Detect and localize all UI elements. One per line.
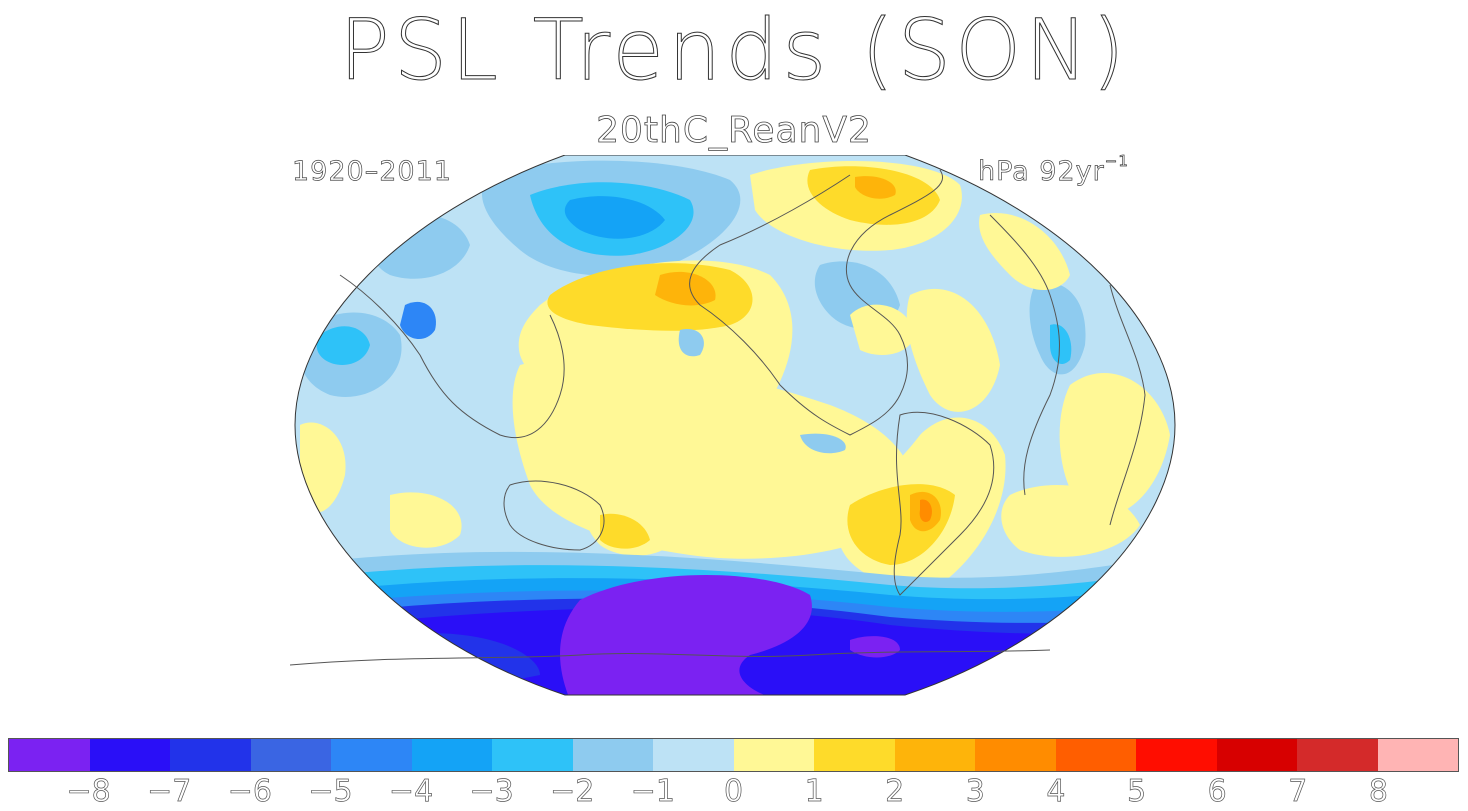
colorbar-tick-label: 5: [1127, 774, 1147, 809]
colorbar: [8, 738, 1459, 772]
map-outline: [294, 155, 1176, 696]
colorbar-segment: [814, 739, 895, 771]
colorbar-segment: [89, 739, 170, 771]
colorbar-tick-label: −8: [66, 774, 111, 809]
colorbar-segment: [331, 739, 412, 771]
units-base: hPa 92yr: [978, 156, 1105, 188]
colorbar-segment: [411, 739, 492, 771]
colorbar-segment: [733, 739, 814, 771]
colorbar-tick-label: −3: [469, 774, 514, 809]
colorbar-tick-label: 0: [723, 774, 744, 809]
colorbar-segment: [572, 739, 653, 771]
dataset-subtitle: 20thC_ReanV2: [596, 110, 872, 152]
trend-field: [295, 155, 1175, 695]
colorbar-tick-label: 8: [1368, 774, 1388, 809]
colorbar-segment: [492, 739, 573, 771]
colorbar-segment: [1297, 739, 1378, 771]
colorbar-segment: [1055, 739, 1136, 771]
colorbar-tick-label: 2: [885, 774, 905, 809]
colorbar-tick-label: 7: [1288, 774, 1308, 809]
colorbar-segment: [1136, 739, 1217, 771]
colorbar-tick-label: 6: [1207, 774, 1227, 809]
colorbar-tick-label: 3: [965, 774, 985, 809]
map-title: PSL Trends (SON): [339, 1, 1129, 99]
colorbar-segment: [653, 739, 734, 771]
colorbar-tick-label: −5: [308, 774, 353, 809]
coastlines: [290, 169, 1146, 666]
colorbar-tick-label: −1: [630, 774, 675, 809]
colorbar-segment: [1216, 739, 1297, 771]
colorbar-segment: [975, 739, 1056, 771]
units-exponent: −1: [1104, 152, 1129, 171]
colorbar-segment: [1377, 739, 1458, 771]
colorbar-ticks: −8 −7 −6 −5 −4 −3 −2 −1 0 1 2 3 4 5 6 7 8: [8, 774, 1459, 810]
world-map: [290, 155, 1176, 696]
colorbar-segment: [250, 739, 331, 771]
colorbar-segment: [894, 739, 975, 771]
colorbar-tick-label: 1: [804, 774, 824, 809]
colorbar-tick-label: −4: [388, 774, 434, 809]
colorbar-segment: [170, 739, 251, 771]
colorbar-tick-label: −2: [550, 774, 595, 809]
period-label: 1920–2011: [292, 156, 452, 188]
colorbar-tick-label: −6: [227, 774, 272, 809]
units-label: hPa 92yr−1: [978, 152, 1129, 188]
colorbar-tick-label: −7: [147, 774, 192, 809]
colorbar-tick-label: 4: [1046, 774, 1066, 809]
colorbar-segment: [9, 739, 90, 771]
